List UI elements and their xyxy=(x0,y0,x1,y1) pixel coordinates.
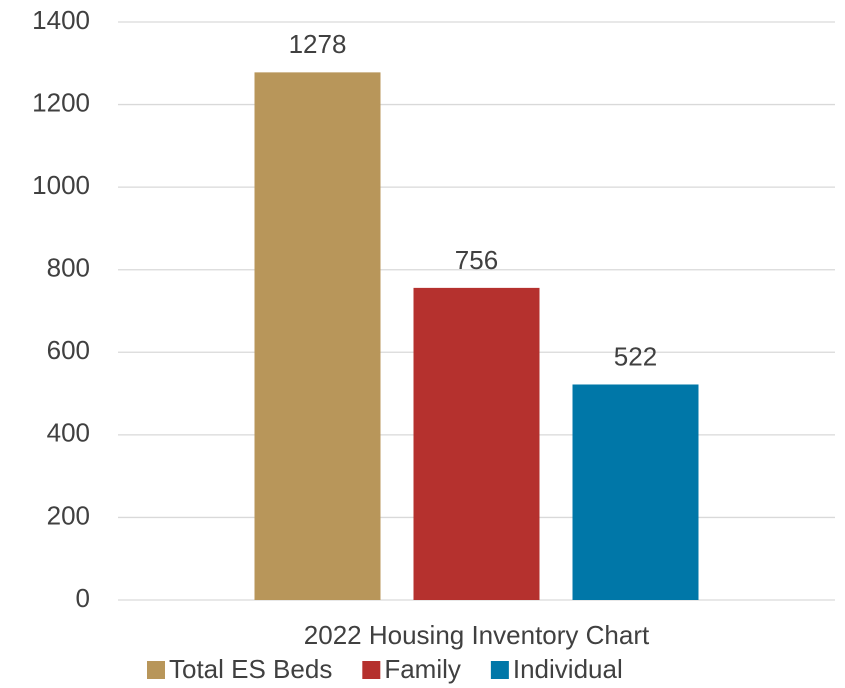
legend-label: Total ES Beds xyxy=(169,654,332,684)
legend-label: Individual xyxy=(513,654,623,684)
bar xyxy=(572,384,699,600)
legend-swatch xyxy=(147,661,165,679)
y-tick-label: 800 xyxy=(47,253,90,283)
y-tick-label: 600 xyxy=(47,335,90,365)
y-tick-label: 1000 xyxy=(32,170,90,200)
y-tick-label: 200 xyxy=(47,500,90,530)
bar xyxy=(254,72,381,600)
legend-label: Family xyxy=(384,654,461,684)
bar xyxy=(413,287,540,600)
legend-swatch xyxy=(490,661,509,679)
y-tick-label: 400 xyxy=(47,418,90,448)
data-label: 522 xyxy=(614,341,657,371)
x-tick-label: 2022 Housing Inventory Chart xyxy=(304,620,650,650)
y-tick-label: 0 xyxy=(76,583,90,613)
data-label: 756 xyxy=(455,245,498,275)
legend-swatch xyxy=(362,661,381,679)
y-tick-label: 1200 xyxy=(32,87,90,117)
y-tick-label: 1400 xyxy=(32,5,90,35)
data-label: 1278 xyxy=(289,29,347,59)
